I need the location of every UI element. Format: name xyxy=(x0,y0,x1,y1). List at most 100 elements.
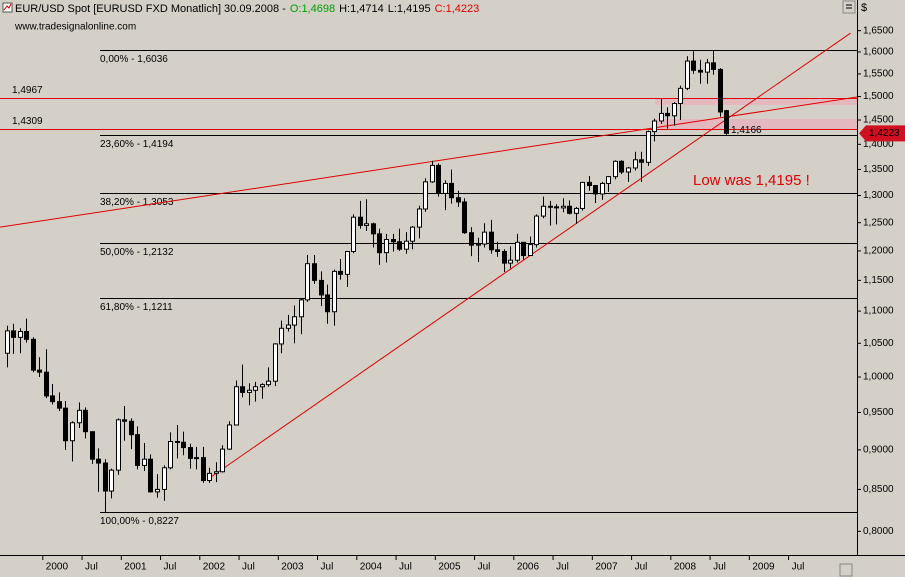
candle-body xyxy=(482,231,487,245)
y-tick-label: 1,1500 xyxy=(863,275,894,286)
trendline xyxy=(0,96,858,228)
y-tick-label: 1,2000 xyxy=(863,246,894,257)
candle-body xyxy=(561,205,566,209)
candle-body xyxy=(11,330,16,338)
candle-body xyxy=(83,409,88,433)
x-tick-label: Jul xyxy=(242,562,255,573)
x-tick-label: 2006 xyxy=(517,562,540,573)
candle-body xyxy=(626,167,631,173)
candle-body xyxy=(443,182,448,194)
chart-title: EUR/USD Spot [EURUSD FXD Monatlich] 30.0… xyxy=(15,3,286,15)
y-tick-label: 0,9000 xyxy=(863,445,894,456)
candle-body xyxy=(508,259,513,264)
candle-body xyxy=(665,112,670,117)
candle-body xyxy=(286,324,291,329)
candle-body xyxy=(554,206,559,209)
candle-body xyxy=(587,181,592,187)
candle-body xyxy=(227,424,232,450)
candle-body xyxy=(351,216,356,252)
candle-body xyxy=(449,182,454,199)
x-tick-label: Jul xyxy=(85,562,98,573)
candle-body xyxy=(469,232,474,246)
candle-body xyxy=(234,386,239,426)
fib-label: 100,00% - 0,8227 xyxy=(100,516,179,527)
candle-body xyxy=(37,369,42,373)
candle-body xyxy=(109,469,114,492)
candle-body xyxy=(279,327,284,345)
candle-body xyxy=(96,458,101,464)
y-tick-label: 1,6500 xyxy=(863,25,894,36)
candle-body xyxy=(672,103,677,117)
candle-body xyxy=(31,338,36,371)
candle-body xyxy=(260,384,265,388)
candle-body xyxy=(181,441,186,449)
candle-body xyxy=(633,159,638,169)
x-tick-label: Jul xyxy=(321,562,334,573)
candle-body xyxy=(292,316,297,326)
candle-body xyxy=(600,182,605,195)
x-tick-label: Jul xyxy=(792,562,805,573)
y-tick-label: 1,3500 xyxy=(863,164,894,175)
trend-value-label: 1,4166 xyxy=(731,125,762,136)
x-tick-label: 2004 xyxy=(360,562,383,573)
fib-label: 0,00% - 1,6036 xyxy=(100,54,168,65)
candle-body xyxy=(18,331,23,338)
candle-body xyxy=(299,299,304,318)
y-tick-label: 0,8500 xyxy=(863,484,894,495)
candle-body xyxy=(24,331,29,340)
x-tick-label: Jul xyxy=(713,562,726,573)
scroll-button[interactable] xyxy=(839,563,853,577)
candle-body xyxy=(194,457,199,460)
x-tick-label: Jul xyxy=(635,562,648,573)
candle-body xyxy=(247,389,252,393)
candle-body xyxy=(391,238,396,243)
candle-body xyxy=(70,422,75,442)
axis-unit: $ xyxy=(861,2,867,14)
candle-body xyxy=(201,457,206,482)
candle-body xyxy=(148,458,153,493)
candle-body xyxy=(50,395,55,403)
price-label: 1,4223 xyxy=(869,128,900,139)
x-tick-label: Jul xyxy=(478,562,491,573)
candle-body xyxy=(273,343,278,382)
x-tick-label: 2001 xyxy=(124,562,147,573)
header: EUR/USD Spot [EURUSD FXD Monatlich] 30.0… xyxy=(15,3,479,15)
candle-body xyxy=(574,207,579,214)
fib-label: 38,20% - 1,3053 xyxy=(100,197,174,208)
x-tick-label: 2008 xyxy=(674,562,697,573)
candle-body xyxy=(606,176,611,184)
candle-body xyxy=(652,120,657,133)
candle-body xyxy=(63,407,68,442)
candle-body xyxy=(685,60,690,89)
candle-body xyxy=(724,110,729,134)
y-tick-label: 1,3000 xyxy=(863,190,894,201)
candle-body xyxy=(358,216,363,226)
fib-label: 61,80% - 1,1211 xyxy=(100,302,173,313)
level-label: 1,4309 xyxy=(12,116,43,127)
candle-body xyxy=(57,401,62,409)
candle-body xyxy=(364,223,369,226)
candle-body xyxy=(430,164,435,183)
candle-body xyxy=(410,226,415,242)
candle-body xyxy=(5,330,10,354)
candle-body xyxy=(462,201,467,234)
candle-body xyxy=(534,215,539,246)
ohlc-value: L:1,4195 xyxy=(388,3,431,15)
ohlc-value: H:1,4714 xyxy=(339,3,384,15)
candle-body xyxy=(384,238,389,254)
candle-body xyxy=(515,241,520,261)
candle-body xyxy=(44,371,49,397)
y-tick-label: 0,8000 xyxy=(863,526,894,537)
candle-body xyxy=(691,60,696,71)
candle-body xyxy=(698,69,703,73)
chart-icon xyxy=(2,2,13,13)
candle-body xyxy=(639,159,644,163)
candle-body xyxy=(541,205,546,217)
y-tick-label: 1,6000 xyxy=(863,47,894,58)
chart-icon xyxy=(3,3,12,11)
menu-button[interactable] xyxy=(842,0,856,14)
candle-body xyxy=(521,241,526,257)
